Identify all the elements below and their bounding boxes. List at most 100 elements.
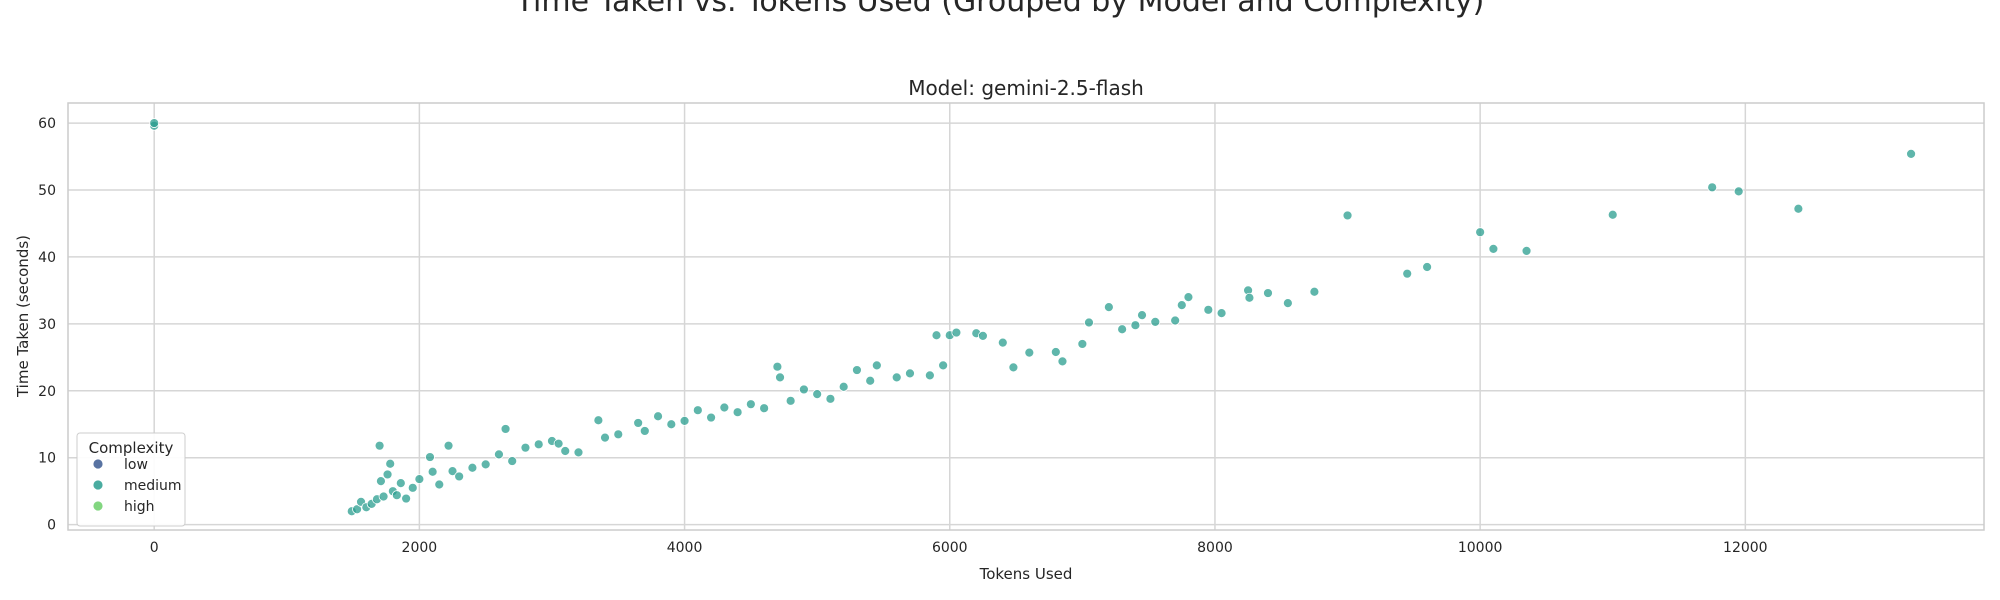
scatter-point [593,415,604,426]
figure-suptitle: Time Taken vs. Tokens Used (Grouped by M… [515,0,1485,19]
scatter-point [1216,308,1227,319]
y-tick-label: 10 [38,451,56,467]
scatter-point [427,466,438,477]
scatter-point [1024,347,1035,358]
x-tick-label: 8000 [1197,540,1233,556]
scatter-point [1008,362,1019,373]
scatter-point [745,399,756,410]
scatter-point [454,471,465,482]
scatter-point [414,474,425,485]
scatter-point [1422,262,1433,272]
scatter-point [1342,210,1353,221]
scatter-point [1050,347,1061,357]
scatter-point [500,424,511,434]
scatter-point [1077,339,1088,349]
scatter-point [443,440,454,451]
scatter-point [1117,324,1128,335]
x-tick-label: 2000 [402,540,438,556]
scatter-point [352,504,362,515]
scatter-point [1309,286,1320,297]
scatter-point [997,337,1008,348]
scatter-point [931,330,942,341]
y-tick-labels: 0 10 20 30 40 50 60 [38,116,56,534]
legend-label-high: high [124,499,155,515]
y-tick-label: 40 [38,250,56,266]
scatter-point [852,365,862,375]
scatter-point [1176,300,1187,311]
y-tick-label: 0 [47,518,56,534]
scatter-point [719,402,730,413]
scatter-point [759,403,770,414]
scatter-point [812,389,823,400]
grid-lines [68,103,1984,530]
scatter-point [434,479,445,490]
scatter-point [653,411,663,422]
scatter-point [666,419,677,430]
scatter-point [1084,317,1094,328]
legend-marker-low [92,458,104,470]
scatter-point [838,381,849,392]
scatter-point [799,384,809,395]
scatter-point [1137,310,1147,321]
scatter-point [149,118,160,128]
scatter-point [385,458,396,469]
scatter-point [507,456,518,466]
scatter-point [395,478,406,489]
x-tick-label: 10000 [1458,540,1503,556]
scatter-point [1402,268,1413,279]
scatter-point [374,440,385,451]
x-tick-label: 12000 [1723,540,1768,556]
x-axis-label: Tokens Used [979,565,1073,583]
scatter-point [447,466,458,477]
scatter-point [1521,246,1532,256]
scatter-point [553,438,564,449]
scatter-point [401,493,412,504]
scatter-point [1607,209,1618,220]
scatter-point [978,331,988,341]
x-tick-label: 4000 [667,540,703,556]
scatter-point [494,449,504,460]
scatter-point [679,416,690,426]
x-tick-label: 0 [150,540,159,556]
scatter-point [520,442,531,453]
scatter-point [391,490,402,501]
y-axis-label: Time Taken (seconds) [14,235,32,398]
y-tick-label: 60 [38,116,56,132]
scatter-point [467,462,478,473]
scatter-point [382,469,393,480]
scatter-point [560,446,571,456]
legend-label-medium: medium [124,478,182,494]
scatter-point [407,482,418,493]
legend-label-low: low [124,457,148,473]
scatter-point [425,452,435,462]
scatter-point [1244,292,1255,303]
scatter-point [613,429,624,440]
scatter-point [891,372,902,383]
scatter-point [1203,304,1214,315]
scatter-point [1475,227,1486,238]
scatter-point [1103,302,1114,313]
scatter-point [775,372,785,383]
scatter-point [1488,244,1499,254]
plot-frame [67,102,1985,531]
scatter-point [600,432,610,443]
x-tick-label: 6000 [932,540,968,556]
scatter-point [1707,182,1718,193]
scatter-point [378,491,389,502]
legend-box [76,432,186,527]
scatter-point [732,407,743,418]
scatter-point [633,418,644,428]
y-tick-label: 20 [38,384,56,400]
scatter-point [905,368,915,379]
scatter-point [1263,288,1273,298]
scatter-point [1906,148,1916,159]
scatter-point [1282,298,1293,309]
y-tick-label: 30 [38,317,56,333]
scatter-point [1183,292,1194,302]
scatter-point [825,393,836,404]
legend-entries: low medium high [92,457,182,515]
scatter-point [706,412,716,423]
scatter-point [938,360,949,371]
data-points [149,118,1916,517]
